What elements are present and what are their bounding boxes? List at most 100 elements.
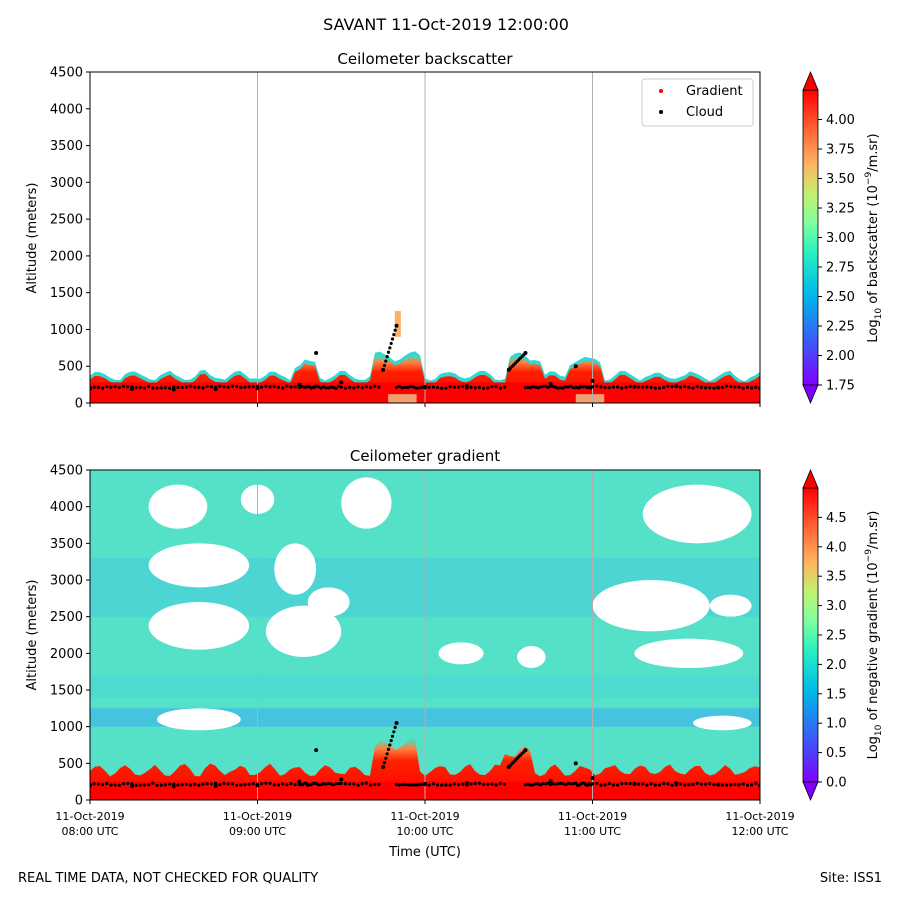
cloud-point <box>699 782 703 786</box>
y-tick-label: 1000 <box>50 720 83 735</box>
cloud-point <box>620 386 624 390</box>
cloud-point <box>339 385 343 389</box>
cloud-point <box>285 783 289 787</box>
cloud-point <box>388 346 392 350</box>
cloud-point <box>564 782 568 787</box>
cloud-point <box>409 384 413 388</box>
cloud-point <box>409 783 413 787</box>
cloud-point <box>188 783 193 787</box>
colorbar-tick-label: 3.75 <box>826 143 855 158</box>
cloud-point <box>360 782 364 786</box>
cloud-point <box>400 386 404 390</box>
cloud-point <box>703 782 708 786</box>
cloud-point <box>327 386 331 390</box>
cloud-point <box>389 341 393 346</box>
cloud-point <box>255 783 260 788</box>
colorbar-tick-label: 0.5 <box>826 746 847 761</box>
cloud-point <box>176 783 180 787</box>
cloud-point <box>403 385 407 390</box>
colorbar-tick-label: 2.0 <box>826 658 847 673</box>
cloud-point <box>234 783 239 787</box>
cloud-point <box>678 782 683 786</box>
y-tick-label: 3500 <box>50 139 83 154</box>
cloud-point <box>435 385 440 390</box>
cloud-point <box>163 783 167 787</box>
cloud-point <box>368 783 373 787</box>
cloud-point <box>142 386 147 390</box>
cloud-point <box>616 385 620 389</box>
cloud-point <box>105 781 109 786</box>
cloud-point <box>289 385 293 389</box>
legend-cloud-label: Cloud <box>686 105 723 120</box>
cloud-point <box>197 385 201 389</box>
cloud-point <box>234 384 239 388</box>
cloud-point <box>538 385 543 389</box>
cloud-point <box>251 782 255 786</box>
cloud-point <box>109 385 113 389</box>
cloud-point <box>490 385 494 389</box>
cloud-point <box>544 782 548 786</box>
cloud-point <box>678 385 683 389</box>
no-data-gap <box>265 605 342 657</box>
cloud-point <box>134 386 138 390</box>
figure-title: SAVANT 11-Oct-2019 12:00:00 <box>323 15 569 34</box>
cloud-point <box>382 363 387 368</box>
cloud-point <box>674 781 679 786</box>
cloud-point <box>247 782 251 786</box>
cloud-point <box>556 782 560 786</box>
cloud-point <box>381 765 386 769</box>
x-tick-label: 09:00 UTC <box>229 825 286 838</box>
colorbar-tick-label: 2.5 <box>826 629 847 644</box>
gradient-y-ticks: 0 500 1000 1500 2000 2500 3000 3500 4000 4500 <box>50 464 90 809</box>
cloud-point <box>556 386 560 390</box>
cloud-point <box>184 385 188 389</box>
x-tick-label: 10:00 UTC <box>396 825 453 838</box>
no-data-gap <box>157 708 241 731</box>
cloud-point <box>531 783 535 787</box>
cloud-point <box>523 350 528 355</box>
cloud-point <box>624 385 628 390</box>
no-data-gap <box>148 484 208 529</box>
cloud-point <box>641 782 645 786</box>
no-data-gap <box>517 646 546 668</box>
colorbar-tick-label: 3.0 <box>826 599 847 614</box>
site-label: Site: ISS1 <box>820 871 882 886</box>
cloud-point <box>590 378 595 383</box>
cloud-point <box>571 782 575 786</box>
backscatter-gridlines <box>257 72 593 403</box>
cloud-point <box>754 385 758 389</box>
cloud-point <box>590 385 595 389</box>
cloud-point <box>126 385 130 389</box>
cloud-point <box>159 783 163 787</box>
cloud-point <box>230 782 234 786</box>
cloud-point <box>724 384 729 388</box>
backscatter-colorbar-bar <box>802 89 819 386</box>
cloud-point <box>96 385 100 389</box>
cloud-point <box>414 386 419 390</box>
cloud-point <box>699 385 703 390</box>
cloud-point <box>546 781 550 786</box>
cloud-point <box>502 385 507 389</box>
cloud-point <box>531 385 535 389</box>
cloud-point <box>171 387 176 392</box>
cloud-point <box>92 385 96 389</box>
colorbar-tick-label: 2.50 <box>826 290 855 305</box>
cloud-point <box>272 384 276 389</box>
cloud-point <box>188 384 193 388</box>
legend-gradient-marker <box>659 89 663 93</box>
cloud-point <box>541 384 545 388</box>
cloud-point <box>448 385 452 389</box>
cloud-point <box>167 782 172 786</box>
cloud-point <box>339 781 343 786</box>
cloud-point <box>384 756 388 760</box>
cloud-point <box>603 783 607 787</box>
cloud-point <box>566 385 570 389</box>
cloud-point <box>332 385 336 390</box>
cloud-point <box>486 386 490 390</box>
y-tick-label: 2500 <box>50 213 83 228</box>
cloud-point <box>603 385 607 390</box>
cloud-point <box>117 783 121 787</box>
cloud-point <box>332 783 336 787</box>
cloud-point <box>385 355 389 359</box>
cloud-point <box>464 384 469 389</box>
